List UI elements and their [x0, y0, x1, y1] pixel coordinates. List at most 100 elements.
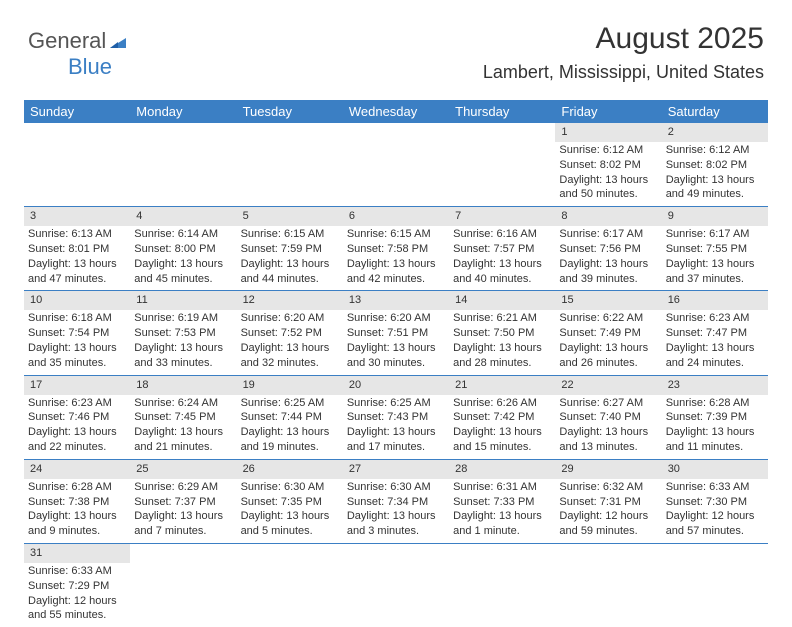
day-number: 22 [555, 376, 661, 395]
daylight-text-1: Daylight: 13 hours [347, 341, 445, 356]
day-header: Sunday [24, 100, 130, 123]
daylight-text-2: and 11 minutes. [666, 440, 764, 455]
sunset-text: Sunset: 8:02 PM [559, 158, 657, 173]
sunrise-text: Sunrise: 6:25 AM [241, 396, 339, 411]
calendar-day: 6Sunrise: 6:15 AMSunset: 7:58 PMDaylight… [343, 207, 449, 290]
calendar-day: 26Sunrise: 6:30 AMSunset: 7:35 PMDayligh… [237, 460, 343, 543]
daylight-text-1: Daylight: 13 hours [347, 425, 445, 440]
sunset-text: Sunset: 8:01 PM [28, 242, 126, 257]
sunset-text: Sunset: 7:51 PM [347, 326, 445, 341]
day-content: Sunrise: 6:18 AMSunset: 7:54 PMDaylight:… [24, 310, 130, 374]
day-number: 29 [555, 460, 661, 479]
day-content: Sunrise: 6:30 AMSunset: 7:34 PMDaylight:… [343, 479, 449, 543]
calendar-day-empty [662, 544, 768, 627]
day-number: 7 [449, 207, 555, 226]
day-number: 23 [662, 376, 768, 395]
sunrise-text: Sunrise: 6:14 AM [134, 227, 232, 242]
sunset-text: Sunset: 7:39 PM [666, 410, 764, 425]
calendar-day: 10Sunrise: 6:18 AMSunset: 7:54 PMDayligh… [24, 291, 130, 374]
sunset-text: Sunset: 8:00 PM [134, 242, 232, 257]
sunset-text: Sunset: 7:35 PM [241, 495, 339, 510]
calendar-day-empty [130, 123, 236, 206]
day-content: Sunrise: 6:23 AMSunset: 7:47 PMDaylight:… [662, 310, 768, 374]
day-number: 3 [24, 207, 130, 226]
day-number: 9 [662, 207, 768, 226]
daylight-text-2: and 45 minutes. [134, 272, 232, 287]
calendar-day: 31Sunrise: 6:33 AMSunset: 7:29 PMDayligh… [24, 544, 130, 627]
day-number: 27 [343, 460, 449, 479]
day-content: Sunrise: 6:19 AMSunset: 7:53 PMDaylight:… [130, 310, 236, 374]
sunset-text: Sunset: 7:31 PM [559, 495, 657, 510]
daylight-text-1: Daylight: 12 hours [666, 509, 764, 524]
calendar-day: 22Sunrise: 6:27 AMSunset: 7:40 PMDayligh… [555, 376, 661, 459]
day-number: 25 [130, 460, 236, 479]
calendar-week: 24Sunrise: 6:28 AMSunset: 7:38 PMDayligh… [24, 460, 768, 544]
day-content: Sunrise: 6:33 AMSunset: 7:30 PMDaylight:… [662, 479, 768, 543]
daylight-text-2: and 42 minutes. [347, 272, 445, 287]
daylight-text-2: and 3 minutes. [347, 524, 445, 539]
day-content: Sunrise: 6:15 AMSunset: 7:58 PMDaylight:… [343, 226, 449, 290]
calendar-day: 11Sunrise: 6:19 AMSunset: 7:53 PMDayligh… [130, 291, 236, 374]
calendar-week: 10Sunrise: 6:18 AMSunset: 7:54 PMDayligh… [24, 291, 768, 375]
sunset-text: Sunset: 7:49 PM [559, 326, 657, 341]
calendar-day: 8Sunrise: 6:17 AMSunset: 7:56 PMDaylight… [555, 207, 661, 290]
day-content: Sunrise: 6:15 AMSunset: 7:59 PMDaylight:… [237, 226, 343, 290]
calendar-day: 15Sunrise: 6:22 AMSunset: 7:49 PMDayligh… [555, 291, 661, 374]
calendar-day-empty [237, 123, 343, 206]
daylight-text-1: Daylight: 13 hours [453, 509, 551, 524]
calendar-week: 1Sunrise: 6:12 AMSunset: 8:02 PMDaylight… [24, 123, 768, 207]
day-content: Sunrise: 6:13 AMSunset: 8:01 PMDaylight:… [24, 226, 130, 290]
calendar-day: 21Sunrise: 6:26 AMSunset: 7:42 PMDayligh… [449, 376, 555, 459]
day-content: Sunrise: 6:28 AMSunset: 7:39 PMDaylight:… [662, 395, 768, 459]
daylight-text-2: and 35 minutes. [28, 356, 126, 371]
daylight-text-1: Daylight: 13 hours [666, 425, 764, 440]
day-content: Sunrise: 6:20 AMSunset: 7:52 PMDaylight:… [237, 310, 343, 374]
sunrise-text: Sunrise: 6:20 AM [347, 311, 445, 326]
sunset-text: Sunset: 7:57 PM [453, 242, 551, 257]
calendar-week: 17Sunrise: 6:23 AMSunset: 7:46 PMDayligh… [24, 376, 768, 460]
daylight-text-2: and 47 minutes. [28, 272, 126, 287]
calendar-day: 2Sunrise: 6:12 AMSunset: 8:02 PMDaylight… [662, 123, 768, 206]
sunrise-text: Sunrise: 6:25 AM [347, 396, 445, 411]
daylight-text-2: and 32 minutes. [241, 356, 339, 371]
day-number: 13 [343, 291, 449, 310]
sunset-text: Sunset: 7:38 PM [28, 495, 126, 510]
day-number: 28 [449, 460, 555, 479]
daylight-text-2: and 55 minutes. [28, 608, 126, 623]
daylight-text-1: Daylight: 13 hours [28, 509, 126, 524]
sunrise-text: Sunrise: 6:17 AM [666, 227, 764, 242]
calendar-day: 25Sunrise: 6:29 AMSunset: 7:37 PMDayligh… [130, 460, 236, 543]
day-number: 15 [555, 291, 661, 310]
daylight-text-1: Daylight: 13 hours [28, 257, 126, 272]
daylight-text-2: and 7 minutes. [134, 524, 232, 539]
sunrise-text: Sunrise: 6:33 AM [28, 564, 126, 579]
day-number: 8 [555, 207, 661, 226]
calendar-day: 30Sunrise: 6:33 AMSunset: 7:30 PMDayligh… [662, 460, 768, 543]
day-content: Sunrise: 6:27 AMSunset: 7:40 PMDaylight:… [555, 395, 661, 459]
sunset-text: Sunset: 7:58 PM [347, 242, 445, 257]
calendar-day-empty [343, 123, 449, 206]
day-content: Sunrise: 6:33 AMSunset: 7:29 PMDaylight:… [24, 563, 130, 627]
day-content: Sunrise: 6:30 AMSunset: 7:35 PMDaylight:… [237, 479, 343, 543]
day-header: Friday [555, 100, 661, 123]
daylight-text-1: Daylight: 13 hours [241, 425, 339, 440]
sunrise-text: Sunrise: 6:26 AM [453, 396, 551, 411]
sunrise-text: Sunrise: 6:18 AM [28, 311, 126, 326]
daylight-text-2: and 59 minutes. [559, 524, 657, 539]
sunrise-text: Sunrise: 6:12 AM [559, 143, 657, 158]
daylight-text-1: Daylight: 13 hours [134, 425, 232, 440]
calendar-day: 9Sunrise: 6:17 AMSunset: 7:55 PMDaylight… [662, 207, 768, 290]
sunset-text: Sunset: 7:59 PM [241, 242, 339, 257]
daylight-text-2: and 24 minutes. [666, 356, 764, 371]
day-content: Sunrise: 6:31 AMSunset: 7:33 PMDaylight:… [449, 479, 555, 543]
day-content: Sunrise: 6:25 AMSunset: 7:44 PMDaylight:… [237, 395, 343, 459]
day-number: 19 [237, 376, 343, 395]
daylight-text-1: Daylight: 13 hours [559, 257, 657, 272]
sunrise-text: Sunrise: 6:30 AM [347, 480, 445, 495]
page-subtitle: Lambert, Mississippi, United States [483, 62, 764, 83]
day-number: 1 [555, 123, 661, 142]
daylight-text-2: and 50 minutes. [559, 187, 657, 202]
sunset-text: Sunset: 7:50 PM [453, 326, 551, 341]
sunrise-text: Sunrise: 6:30 AM [241, 480, 339, 495]
sunrise-text: Sunrise: 6:12 AM [666, 143, 764, 158]
